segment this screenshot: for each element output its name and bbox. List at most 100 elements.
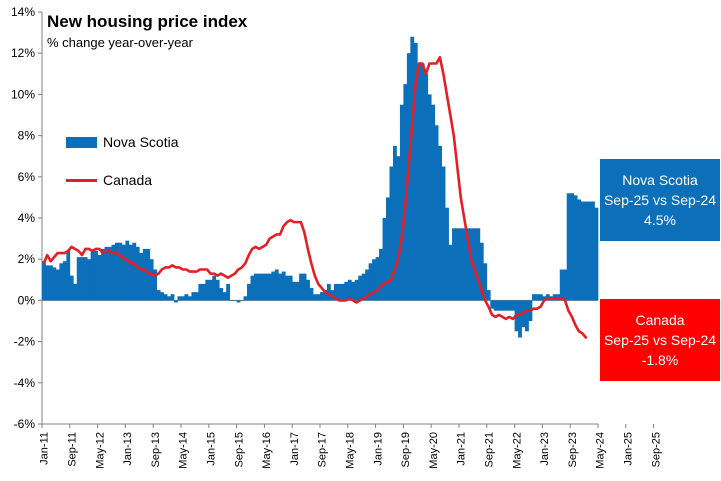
- bar-nova-scotia: [504, 300, 509, 311]
- bar-nova-scotia: [101, 248, 105, 301]
- bar-nova-scotia: [205, 279, 210, 301]
- bar-nova-scotia: [247, 283, 251, 301]
- bar-nova-scotia: [160, 292, 164, 301]
- canada-line: [42, 56, 588, 339]
- bar-nova-scotia: [295, 281, 300, 301]
- bar-nova-scotia: [438, 145, 442, 301]
- bar-nova-scotia: [417, 63, 422, 301]
- bar-nova-scotia: [500, 300, 505, 311]
- x-tick-label: May-12: [94, 432, 106, 469]
- bar-nova-scotia: [153, 269, 158, 301]
- bar-nova-scotia: [476, 228, 481, 301]
- bar-nova-scotia: [181, 296, 185, 301]
- y-tick-label: 4%: [18, 211, 36, 225]
- bar-nova-scotia: [413, 42, 418, 301]
- bar-nova-scotia: [87, 259, 92, 301]
- x-tick-label: May-16: [261, 432, 273, 469]
- x-tick-label: Sep-13: [150, 432, 162, 467]
- bar-nova-scotia: [45, 265, 50, 301]
- bar-nova-scotia: [472, 228, 477, 301]
- bar-nova-scotia: [351, 281, 356, 301]
- bar-nova-scotia: [320, 292, 324, 301]
- y-tick-label: 12%: [11, 46, 35, 60]
- bar-nova-scotia: [306, 279, 310, 301]
- bar-nova-scotia: [76, 257, 81, 301]
- bar-nova-scotia: [80, 257, 85, 301]
- bar-nova-scotia: [316, 294, 321, 301]
- x-tick-label: Sep-21: [484, 432, 496, 467]
- bar-nova-scotia: [368, 263, 373, 301]
- bar-nova-scotia: [215, 279, 220, 301]
- bar-nova-scotia: [274, 269, 279, 301]
- bar-nova-scotia: [587, 201, 592, 301]
- legend-item-nova-scotia: Nova Scotia: [66, 134, 178, 150]
- x-tick-label: Jan-11: [39, 432, 51, 465]
- bar-nova-scotia: [490, 300, 495, 309]
- bar-nova-scotia: [337, 283, 342, 301]
- bar-nova-scotia: [399, 104, 404, 301]
- bar-nova-scotia: [386, 197, 390, 301]
- callout-ca-line1: Canada: [635, 312, 685, 328]
- bar-nova-scotia: [299, 273, 303, 301]
- y-tick-label: -6%: [14, 417, 36, 431]
- x-tick-label: Sep-11: [67, 432, 79, 467]
- bar-nova-scotia: [580, 201, 585, 301]
- bar-nova-scotia: [483, 263, 488, 301]
- bar-nova-scotia: [83, 257, 88, 301]
- bar-nova-scotia: [69, 275, 74, 301]
- x-tick-label: Jan-25: [623, 432, 635, 466]
- x-tick-label: Sep-25: [650, 432, 662, 467]
- bar-nova-scotia: [191, 292, 196, 301]
- x-tick-label: Sep-23: [567, 432, 579, 467]
- bar-nova-scotia: [184, 294, 189, 301]
- y-tick-label: 8%: [18, 129, 36, 143]
- x-tick-label: Jan-21: [456, 432, 468, 466]
- x-tick-label: Sep-15: [233, 432, 245, 467]
- bar-nova-scotia: [118, 242, 123, 301]
- bar-nova-scotia: [264, 273, 269, 301]
- x-tick-label: Jan-19: [372, 432, 384, 466]
- bar-nova-scotia: [194, 292, 199, 301]
- callout-ns-line3: 4.5%: [644, 212, 676, 228]
- bar-nova-scotia: [233, 300, 237, 301]
- bar-nova-scotia: [288, 275, 293, 301]
- x-tick-label: Jan-23: [539, 432, 551, 466]
- bar-nova-scotia: [114, 242, 119, 301]
- bar-nova-scotia: [198, 283, 203, 301]
- callout-canada: Canada Sep-25 vs Sep-24 -1.8%: [600, 299, 720, 381]
- bar-nova-scotia: [542, 296, 547, 301]
- bar-nova-scotia: [278, 273, 283, 301]
- bar-nova-scotia: [507, 300, 512, 311]
- bar-nova-scotia: [538, 294, 543, 301]
- bar-nova-scotia: [584, 201, 588, 301]
- bar-nova-scotia: [486, 290, 491, 301]
- callout-ca-line2: Sep-25 vs Sep-24: [603, 332, 717, 348]
- bar-nova-scotia: [42, 261, 46, 301]
- bar-nova-scotia: [260, 273, 265, 301]
- x-tick-label: Jan-17: [289, 432, 301, 466]
- bar-nova-scotia: [104, 246, 109, 301]
- bar-nova-scotia: [559, 269, 564, 301]
- bar-nova-scotia: [340, 283, 345, 301]
- y-tick-label: -4%: [14, 376, 36, 390]
- bar-nova-scotia: [156, 290, 161, 301]
- y-tick-label: 14%: [11, 5, 35, 19]
- x-tick-label: Sep-19: [400, 432, 412, 467]
- bar-nova-scotia: [163, 294, 168, 301]
- bar-nova-scotia: [250, 275, 255, 301]
- bar-nova-scotia: [219, 288, 224, 301]
- bar-nova-scotia: [459, 228, 463, 301]
- y-tick-label: 6%: [18, 170, 36, 184]
- bar-nova-scotia: [243, 296, 248, 301]
- bar-nova-scotia: [434, 125, 439, 301]
- bar-nova-scotia: [236, 300, 241, 303]
- bar-nova-scotia: [309, 288, 314, 301]
- bar-nova-scotia: [174, 300, 178, 303]
- bar-nova-scotia: [573, 195, 578, 301]
- bar-nova-scotia: [445, 207, 449, 301]
- bar-nova-scotia: [591, 201, 595, 301]
- bar-nova-scotia: [285, 275, 290, 301]
- bar-nova-scotia: [535, 294, 540, 301]
- y-tick-label: 2%: [18, 252, 36, 266]
